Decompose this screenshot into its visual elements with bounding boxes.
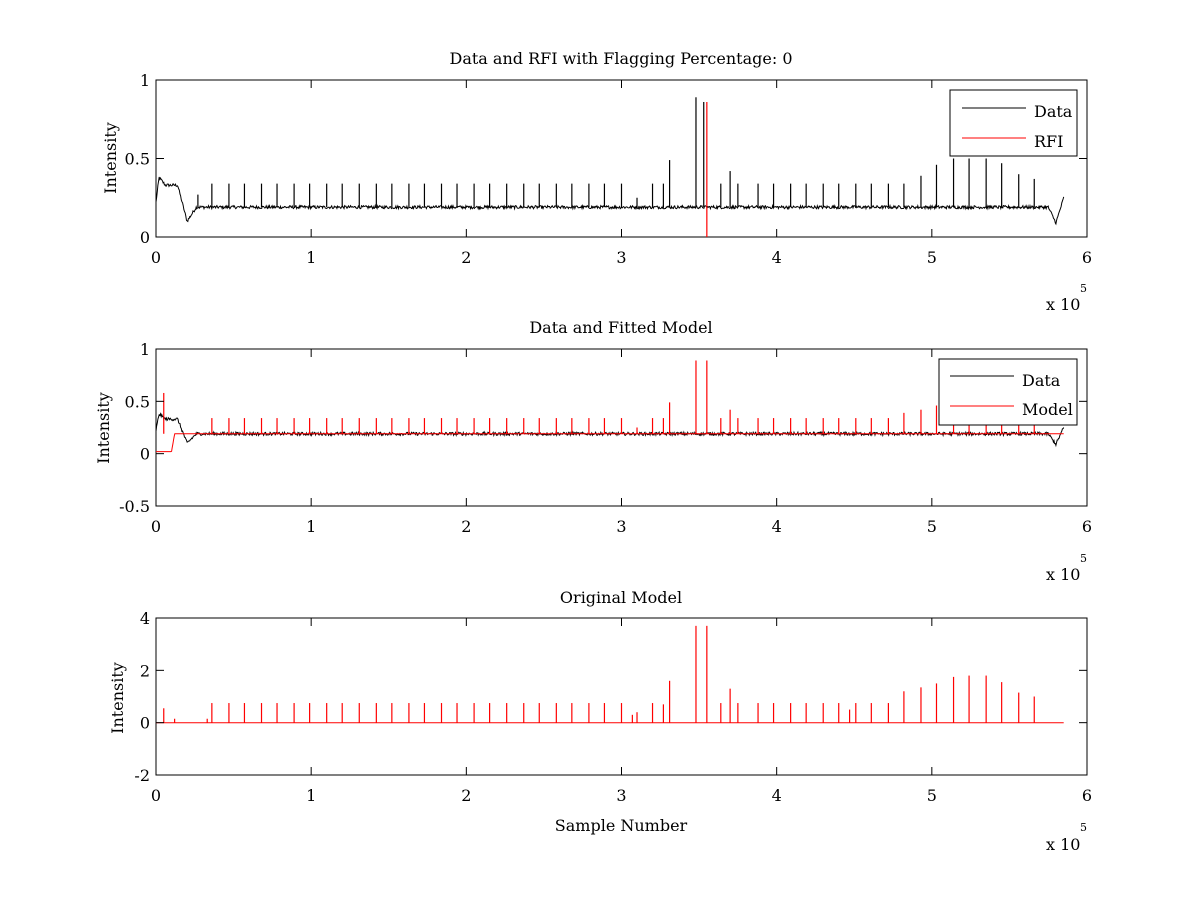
y-tick-label: 2 [140,661,150,680]
x-tick-label: 6 [1082,517,1092,536]
panel-1-x-multiplier: x 10 5 [1046,282,1087,314]
panel-1-legend-rfi-label: RFI [1034,132,1063,151]
panel-3-title: Original Model [560,588,682,607]
x-tick-label: 5 [927,786,937,805]
panel-3-x-multiplier-base: x 10 [1046,835,1080,854]
panel-1-legend-data-label: Data [1034,102,1073,121]
x-tick-label: 5 [927,248,937,267]
panel-2-x-multiplier-base: x 10 [1046,565,1080,584]
x-tick-label: 0 [151,517,161,536]
panel-1-x-multiplier-exponent: 5 [1080,282,1087,295]
x-tick-label: 5 [927,517,937,536]
x-tick-label: 3 [616,517,626,536]
y-tick-label: 0.5 [125,150,150,169]
panel-2-x-multiplier-exponent: 5 [1080,552,1087,565]
data-line [155,176,1065,226]
model-line [156,433,1064,453]
x-tick-label: 2 [461,248,471,267]
x-tick-label: 2 [461,517,471,536]
x-tick-label: 1 [306,248,316,267]
y-tick-label: 1 [140,340,150,359]
panel-1-title: Data and RFI with Flagging Percentage: 0 [449,49,792,68]
panel-1-x-multiplier-base: x 10 [1046,295,1080,314]
x-tick-label: 4 [772,248,782,267]
panel-3-marks [156,625,1064,724]
y-tick-label: 0 [140,445,150,464]
y-tick-label: 4 [140,609,150,628]
panel-1-ticks: 0 1 2 3 4 5 6 0 0.5 1 [125,71,1093,267]
panel-1: 0 1 2 3 4 5 6 0 0.5 1 Data and RFI with Flagging … [101,49,1092,314]
panel-2-ylabel: Intensity [94,392,113,464]
y-tick-label: -2 [134,766,150,785]
panel-3-x-multiplier-exponent: 5 [1080,821,1087,834]
panel-3-x-multiplier: x 10 5 [1046,821,1087,854]
panel-3-xlabel: Sample Number [555,816,688,835]
panel-2-legend-box [938,358,1078,426]
x-tick-label: 3 [616,248,626,267]
x-tick-label: 0 [151,786,161,805]
y-tick-label: 0 [140,714,150,733]
panel-2: 0 1 2 3 4 5 6-0.500.51 Data and Fitted Model I… [94,318,1092,584]
x-tick-label: 1 [306,517,316,536]
panel-2-x-multiplier: x 10 5 [1046,552,1087,584]
x-tick-label: 1 [306,786,316,805]
x-tick-label: 0 [151,248,161,267]
panel-2-legend: Data Model [938,358,1078,426]
panel-2-ticks: 0 1 2 3 4 5 6-0.500.51 [119,340,1092,536]
x-tick-label: 2 [461,786,471,805]
panel-1-axes [155,79,1088,238]
panel-1-legend-box [949,89,1078,157]
panel-3-axes [155,617,1088,776]
y-tick-label: -0.5 [119,497,150,516]
x-tick-label: 6 [1082,786,1092,805]
y-tick-label: 1 [140,71,150,90]
y-tick-label: 0.5 [125,392,150,411]
y-tick-label: 0 [140,228,150,247]
panel-3-ylabel: Intensity [108,662,127,734]
x-tick-label: 3 [616,786,626,805]
x-tick-label: 4 [772,786,782,805]
panel-2-legend-model-label: Model [1022,400,1073,419]
panel-2-legend-data-label: Data [1022,371,1061,390]
x-tick-label: 6 [1082,248,1092,267]
x-tick-label: 4 [772,517,782,536]
panel-2-title: Data and Fitted Model [529,318,712,337]
panel-1-marks [155,97,1065,237]
panel-1-ylabel: Intensity [101,122,120,194]
panel-1-legend: Data RFI [949,89,1078,157]
panel-2-marks [155,360,1065,453]
